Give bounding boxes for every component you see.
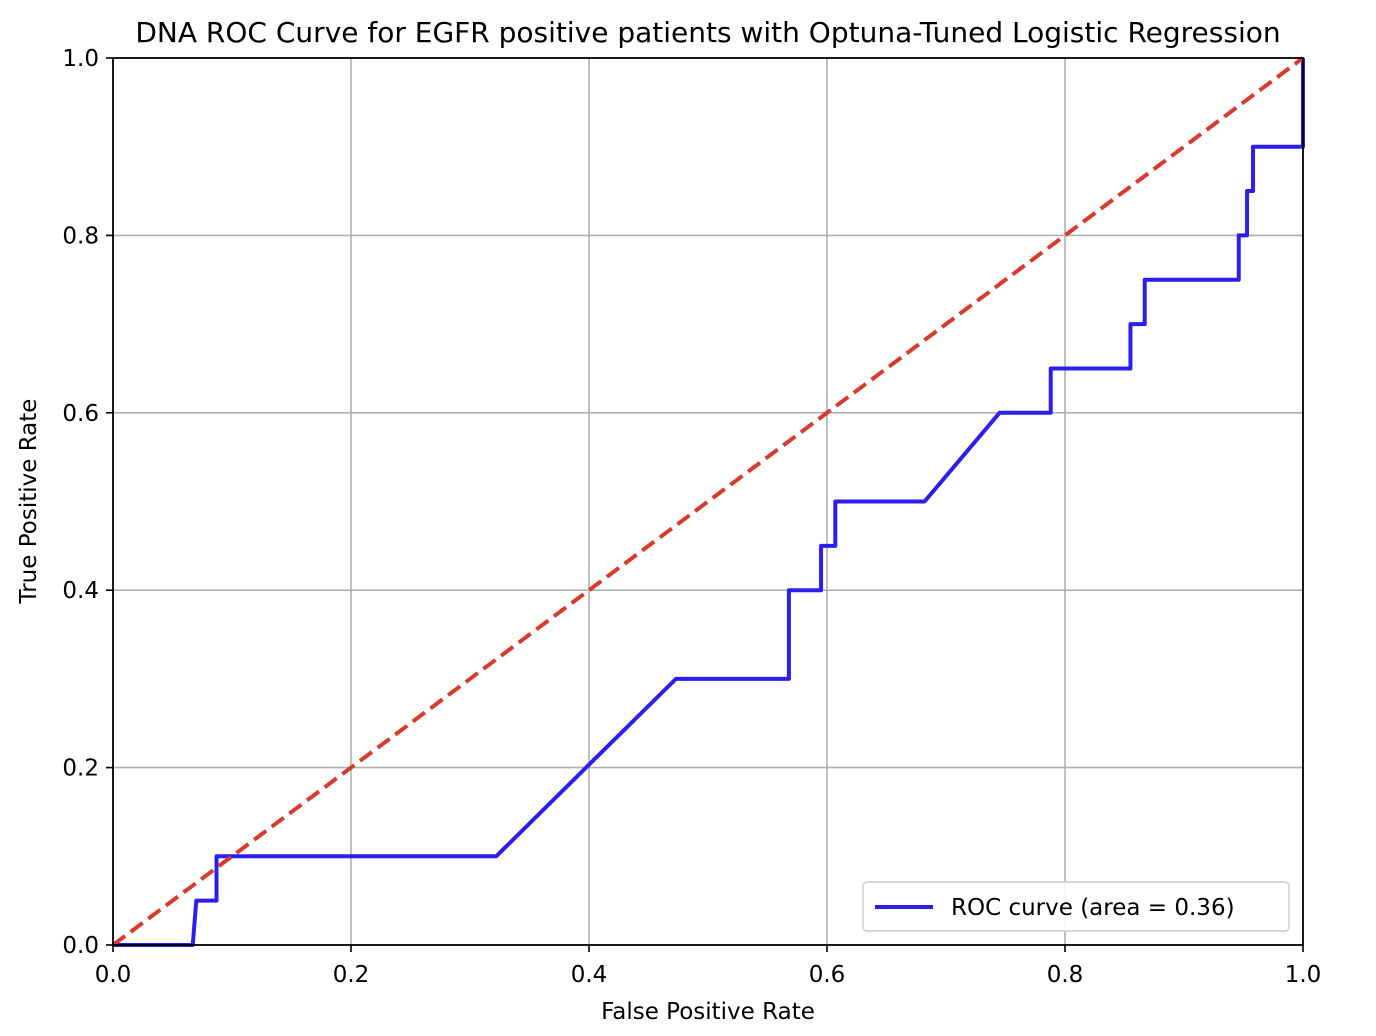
y-tick-label: 0.4 xyxy=(62,578,99,604)
y-tick-label: 0.8 xyxy=(62,223,99,249)
chart-title: DNA ROC Curve for EGFR positive patients… xyxy=(135,16,1280,49)
x-axis-label: False Positive Rate xyxy=(601,999,815,1025)
legend-box xyxy=(862,881,1290,932)
x-tick-label: 0.0 xyxy=(95,962,132,988)
y-tick-label: 0.6 xyxy=(62,401,99,427)
series-group xyxy=(111,56,1305,947)
y-axis-label: True Positive Rate xyxy=(16,399,42,605)
legend-label: ROC curve (area = 0.36) xyxy=(951,895,1235,921)
legend: ROC curve (area = 0.36) xyxy=(862,881,1290,932)
y-tick-label: 1.0 xyxy=(62,46,99,72)
diagonal-reference-line xyxy=(111,56,1305,947)
x-tick-label: 0.4 xyxy=(571,962,608,988)
roc-curve-line xyxy=(113,58,1305,947)
plot-frame xyxy=(112,57,1304,946)
x-tick-label: 0.2 xyxy=(333,962,370,988)
y-tick-label: 0.2 xyxy=(62,756,99,782)
x-tick-label: 0.8 xyxy=(1047,962,1084,988)
x-tick-label: 0.6 xyxy=(809,962,846,988)
ticks: 0.0 0.2 0.4 0.6 0.8 1.0 0.0 0.2 0.4 0.6 0.8 1.0 xyxy=(62,46,1321,988)
y-tick-label: 0.0 xyxy=(62,933,99,959)
x-tick-label: 1.0 xyxy=(1285,962,1322,988)
grid xyxy=(113,58,1303,945)
